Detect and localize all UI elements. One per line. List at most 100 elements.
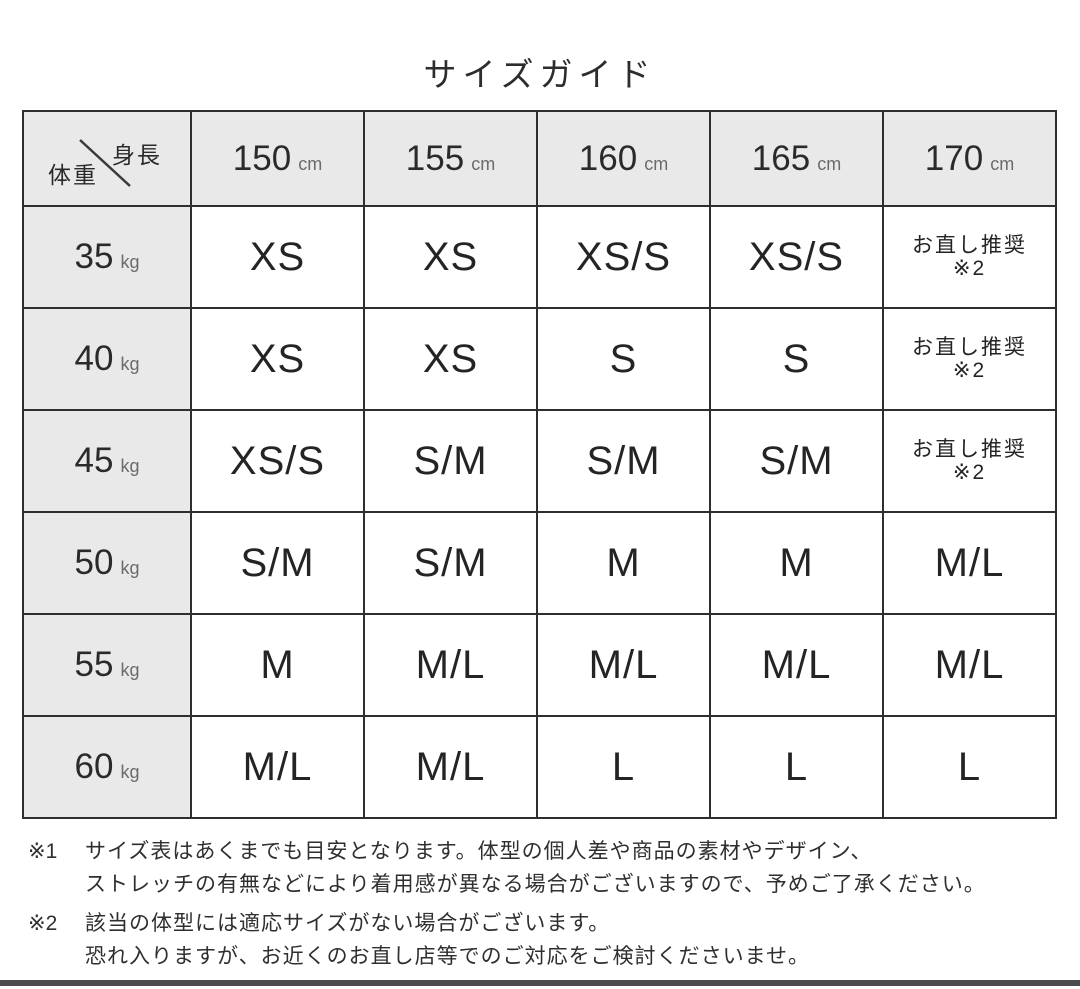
weight-row-header: 35 kg bbox=[22, 205, 192, 309]
size-cell: M/L bbox=[882, 613, 1057, 717]
alteration-cell: お直し推奨 ※2 bbox=[882, 409, 1057, 513]
alteration-cell: お直し推奨 ※2 bbox=[882, 307, 1057, 411]
table-row: 55 kg M M/L M/L M/L M/L bbox=[22, 613, 1057, 717]
weight-value: 45 bbox=[74, 441, 114, 480]
size-value: お直し推奨 ※2 bbox=[912, 233, 1027, 280]
size-value: M/L bbox=[934, 541, 1005, 585]
size-value: XS bbox=[422, 235, 479, 279]
size-value: S/M bbox=[240, 541, 315, 585]
footnote-line: ストレッチの有無などにより着用感が異なる場合がございますので、予めご了承ください… bbox=[85, 872, 986, 896]
footnote-line: 恐れ入りますが、お近くのお直し店等でのご対応をご検討くださいませ。 bbox=[85, 944, 810, 968]
weight-unit: kg bbox=[120, 660, 140, 680]
weight-unit: kg bbox=[120, 354, 140, 374]
size-value: L bbox=[784, 745, 809, 789]
weight-value: 60 bbox=[74, 747, 114, 786]
weight-row-header: 45 kg bbox=[22, 409, 192, 513]
size-cell: XS/S bbox=[709, 205, 884, 309]
size-value: XS bbox=[422, 337, 479, 381]
size-cell: M/L bbox=[363, 613, 538, 717]
table-row: 40 kg XS XS S S お直し推奨 ※2 bbox=[22, 307, 1057, 411]
size-cell: S/M bbox=[536, 409, 711, 513]
weight-value: 35 bbox=[74, 237, 114, 276]
height-unit: cm bbox=[644, 153, 669, 174]
height-column-header: 150 cm bbox=[190, 110, 365, 207]
footnote-2-text: 該当の体型には適応サイズがない場合がございます。 恐れ入りますが、お近くのお直し… bbox=[85, 908, 810, 973]
table-row: 45 kg XS/S S/M S/M S/M お直し推奨 ※2 bbox=[22, 409, 1057, 513]
footnote-2: ※2 該当の体型には適応サイズがない場合がございます。 恐れ入りますが、お近くの… bbox=[28, 908, 1063, 973]
size-cell: S/M bbox=[190, 511, 365, 615]
size-cell: M bbox=[536, 511, 711, 615]
table-row: 60 kg M/L M/L L L L bbox=[22, 715, 1057, 819]
height-axis-label: 身長 bbox=[112, 142, 162, 168]
table-row: 35 kg XS XS XS/S XS/S お直し推奨 ※2 bbox=[22, 205, 1057, 309]
size-cell: XS/S bbox=[190, 409, 365, 513]
size-value: M/L bbox=[934, 643, 1005, 687]
size-value: L bbox=[611, 745, 636, 789]
size-value: M bbox=[260, 643, 295, 687]
height-column-header: 155 cm bbox=[363, 110, 538, 207]
size-cell: S bbox=[536, 307, 711, 411]
footnote-1: ※1 サイズ表はあくまでも目安となります。体型の個人差や商品の素材やデザイン、 … bbox=[28, 836, 1063, 901]
size-value: XS/S bbox=[748, 235, 845, 279]
bottom-divider-bar bbox=[0, 980, 1080, 986]
size-value: M/L bbox=[761, 643, 832, 687]
weight-unit: kg bbox=[120, 762, 140, 782]
size-cell: M/L bbox=[709, 613, 884, 717]
size-value: S/M bbox=[759, 439, 834, 483]
height-value: 165 bbox=[751, 138, 811, 178]
size-value: M/L bbox=[415, 745, 486, 789]
size-value: お直し推奨 ※2 bbox=[912, 437, 1027, 484]
corner-cell: 身長 体重 bbox=[22, 110, 192, 207]
weight-axis-label: 体重 bbox=[48, 162, 98, 188]
size-value: M/L bbox=[415, 643, 486, 687]
weight-row-header: 50 kg bbox=[22, 511, 192, 615]
size-cell: M bbox=[709, 511, 884, 615]
size-value: S bbox=[609, 337, 638, 381]
weight-value: 40 bbox=[74, 339, 114, 378]
size-value: S/M bbox=[586, 439, 661, 483]
size-cell: M/L bbox=[882, 511, 1057, 615]
height-value: 150 bbox=[232, 138, 292, 178]
page-title: サイズガイド bbox=[423, 56, 657, 93]
size-cell: XS bbox=[363, 307, 538, 411]
diagonal-divider-line bbox=[79, 139, 131, 187]
size-cell: XS bbox=[190, 307, 365, 411]
weight-unit: kg bbox=[120, 456, 140, 476]
height-value: 170 bbox=[924, 138, 984, 178]
weight-row-header: 60 kg bbox=[22, 715, 192, 819]
footnote-line: サイズ表はあくまでも目安となります。体型の個人差や商品の素材やデザイン、 bbox=[85, 840, 873, 863]
height-column-header: 160 cm bbox=[536, 110, 711, 207]
footnote-line: 該当の体型には適応サイズがない場合がございます。 bbox=[85, 912, 611, 936]
table-row: 50 kg S/M S/M M M M/L bbox=[22, 511, 1057, 615]
footnote-1-marker: ※1 bbox=[28, 840, 58, 863]
size-cell: L bbox=[536, 715, 711, 819]
size-cell: S/M bbox=[363, 409, 538, 513]
size-cell: M/L bbox=[536, 613, 711, 717]
size-cell: L bbox=[882, 715, 1057, 819]
size-cell: XS bbox=[363, 205, 538, 309]
size-cell: XS bbox=[190, 205, 365, 309]
weight-unit: kg bbox=[120, 558, 140, 578]
size-cell: L bbox=[709, 715, 884, 819]
size-value: S bbox=[782, 337, 811, 381]
size-value: M/L bbox=[242, 745, 313, 789]
alteration-cell: お直し推奨 ※2 bbox=[882, 205, 1057, 309]
height-column-header: 170 cm bbox=[882, 110, 1057, 207]
size-value: XS/S bbox=[575, 235, 672, 279]
footnotes: ※1 サイズ表はあくまでも目安となります。体型の個人差や商品の素材やデザイン、 … bbox=[28, 836, 1063, 980]
weight-unit: kg bbox=[120, 252, 140, 272]
size-cell: S bbox=[709, 307, 884, 411]
size-value: XS bbox=[249, 337, 306, 381]
footnote-1-text: サイズ表はあくまでも目安となります。体型の個人差や商品の素材やデザイン、 ストレ… bbox=[85, 836, 986, 901]
size-cell: M bbox=[190, 613, 365, 717]
footnote-2-marker: ※2 bbox=[28, 912, 58, 936]
height-column-header: 165 cm bbox=[709, 110, 884, 207]
height-value: 160 bbox=[578, 138, 638, 178]
size-value: S/M bbox=[413, 541, 488, 585]
height-value: 155 bbox=[405, 138, 465, 178]
size-value: XS/S bbox=[229, 439, 326, 483]
height-unit: cm bbox=[298, 153, 323, 174]
weight-row-header: 40 kg bbox=[22, 307, 192, 411]
height-unit: cm bbox=[817, 153, 842, 174]
size-cell: M/L bbox=[363, 715, 538, 819]
